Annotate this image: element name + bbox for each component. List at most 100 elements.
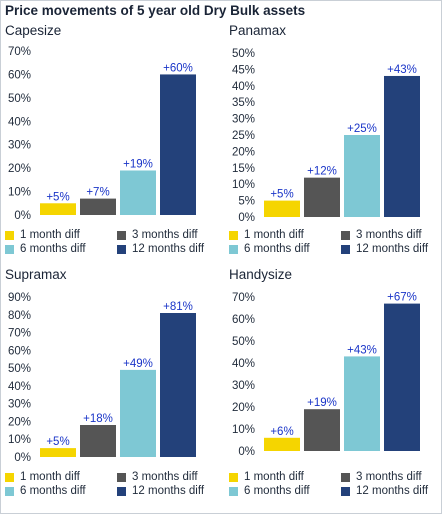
legend-label: 3 months diff bbox=[132, 471, 198, 483]
legend-swatch bbox=[117, 472, 126, 482]
chart-title: Handysize bbox=[229, 267, 293, 282]
chart-title: Supramax bbox=[5, 267, 67, 282]
y-tick-label: 0% bbox=[14, 452, 31, 464]
data-label: +43% bbox=[387, 64, 417, 76]
legend-swatch bbox=[229, 230, 238, 240]
legend-item: 6 months diff bbox=[229, 485, 341, 497]
bar bbox=[264, 200, 300, 217]
y-tick-label: 35% bbox=[232, 97, 255, 109]
legend-swatch bbox=[5, 472, 14, 482]
bar bbox=[120, 369, 156, 457]
legend-swatch bbox=[341, 486, 350, 496]
data-label: +5% bbox=[46, 191, 69, 203]
legend-label: 6 months diff bbox=[244, 243, 310, 255]
y-tick-label: 30% bbox=[8, 140, 31, 152]
y-tick-label: 60% bbox=[8, 345, 31, 357]
y-tick-label: 60% bbox=[8, 69, 31, 81]
bar bbox=[344, 356, 380, 451]
data-label: +19% bbox=[123, 158, 153, 170]
bar bbox=[80, 425, 116, 457]
legend-item: 1 month diff bbox=[229, 229, 341, 241]
y-tick-label: 80% bbox=[8, 310, 31, 322]
y-tick-label: 50% bbox=[232, 336, 255, 348]
y-tick-label: 25% bbox=[232, 130, 255, 142]
legend-swatch bbox=[5, 486, 14, 496]
legend-swatch bbox=[341, 472, 350, 482]
y-tick-label: 40% bbox=[232, 358, 255, 370]
legend-item: 12 months diff bbox=[341, 243, 442, 255]
legend-swatch bbox=[341, 230, 350, 240]
legend-item: 1 month diff bbox=[229, 471, 341, 483]
bar-chart-supramax: 0% 10% 20% 30% 40% 50% 60% 70% 80% 90% +5% +18% +49%… bbox=[8, 292, 196, 464]
legend-item: 3 months diff bbox=[117, 471, 227, 483]
legend-item: 1 month diff bbox=[5, 471, 117, 483]
y-tick-label: 40% bbox=[8, 381, 31, 393]
y-tick-label: 10% bbox=[232, 424, 255, 436]
y-tick-label: 0% bbox=[238, 446, 255, 458]
y-tick-label: 10% bbox=[8, 187, 31, 199]
y-tick-label: 90% bbox=[8, 292, 31, 304]
legend-label: 12 months diff bbox=[132, 485, 205, 497]
data-label: +12% bbox=[307, 166, 337, 178]
legend-label: 3 months diff bbox=[132, 229, 198, 241]
bar bbox=[344, 135, 380, 217]
bar bbox=[304, 409, 340, 451]
bar bbox=[120, 170, 156, 215]
y-tick-label: 40% bbox=[232, 81, 255, 93]
legend-swatch bbox=[117, 244, 126, 254]
chart-legend: 1 month diff 3 months diff 6 months diff 12… bbox=[229, 471, 442, 497]
legend-label: 12 months diff bbox=[356, 485, 429, 497]
y-tick-label: 10% bbox=[232, 179, 255, 191]
chart-legend: 1 month diff 3 months diff 6 months diff 12… bbox=[5, 471, 227, 497]
y-tick-label: 70% bbox=[8, 328, 31, 340]
legend-item: 3 months diff bbox=[341, 471, 442, 483]
legend-item: 6 months diff bbox=[5, 243, 117, 255]
y-tick-label: 0% bbox=[14, 210, 31, 222]
legend-label: 3 months diff bbox=[356, 229, 422, 241]
bar bbox=[264, 437, 300, 451]
legend-label: 1 month diff bbox=[244, 471, 304, 483]
bar bbox=[40, 203, 76, 215]
y-tick-label: 5% bbox=[238, 196, 255, 208]
legend-item: 3 months diff bbox=[341, 229, 442, 241]
bar bbox=[160, 313, 196, 457]
legend-swatch bbox=[5, 230, 14, 240]
bar bbox=[384, 303, 420, 451]
bar bbox=[80, 198, 116, 215]
legend-label: 1 month diff bbox=[20, 471, 80, 483]
legend-label: 6 months diff bbox=[20, 243, 86, 255]
y-tick-label: 30% bbox=[232, 114, 255, 126]
y-tick-label: 30% bbox=[232, 380, 255, 392]
chart-panel-panamax: Panamax 0% 5% 10% 15% 20% 25% 30% 35% 40% 45% 50% +… bbox=[229, 23, 441, 261]
data-label: +5% bbox=[270, 189, 293, 201]
y-tick-label: 50% bbox=[8, 93, 31, 105]
data-label: +5% bbox=[46, 436, 69, 448]
legend-swatch bbox=[117, 230, 126, 240]
bar-chart-capesize: 0% 10% 20% 30% 40% 50% 60% 70% +5% +7% +19% +60% bbox=[8, 46, 196, 222]
legend-item: 1 month diff bbox=[5, 229, 117, 241]
bar bbox=[160, 74, 196, 215]
data-label: +18% bbox=[83, 413, 113, 425]
y-tick-label: 0% bbox=[238, 212, 255, 224]
chart-panel-supramax: Supramax 0% 10% 20% 30% 40% 50% 60% 70% 80% 90% +5… bbox=[5, 267, 217, 511]
data-label: +6% bbox=[270, 426, 293, 438]
bar bbox=[384, 75, 420, 218]
y-tick-label: 45% bbox=[232, 64, 255, 76]
chart-title: Panamax bbox=[229, 23, 287, 38]
y-tick-label: 15% bbox=[232, 163, 255, 175]
legend-item: 12 months diff bbox=[117, 485, 227, 497]
figure-title: Price movements of 5 year old Dry Bulk a… bbox=[5, 3, 306, 18]
legend-swatch bbox=[229, 244, 238, 254]
data-label: +7% bbox=[86, 187, 109, 199]
legend-label: 1 month diff bbox=[20, 229, 80, 241]
y-tick-label: 30% bbox=[8, 399, 31, 411]
chart-panel-handysize: Handysize 0% 10% 20% 30% 40% 50% 60% 70% +6% +19%… bbox=[229, 267, 441, 511]
legend-item: 6 months diff bbox=[5, 485, 117, 497]
chart-panel-capesize: Capesize 0% 10% 20% 30% 40% 50% 60% 70% +5% +7% +1… bbox=[5, 23, 217, 261]
bar bbox=[304, 177, 340, 217]
data-label: +25% bbox=[347, 123, 377, 135]
data-label: +81% bbox=[163, 301, 193, 313]
y-tick-label: 10% bbox=[8, 434, 31, 446]
data-label: +67% bbox=[387, 292, 417, 304]
